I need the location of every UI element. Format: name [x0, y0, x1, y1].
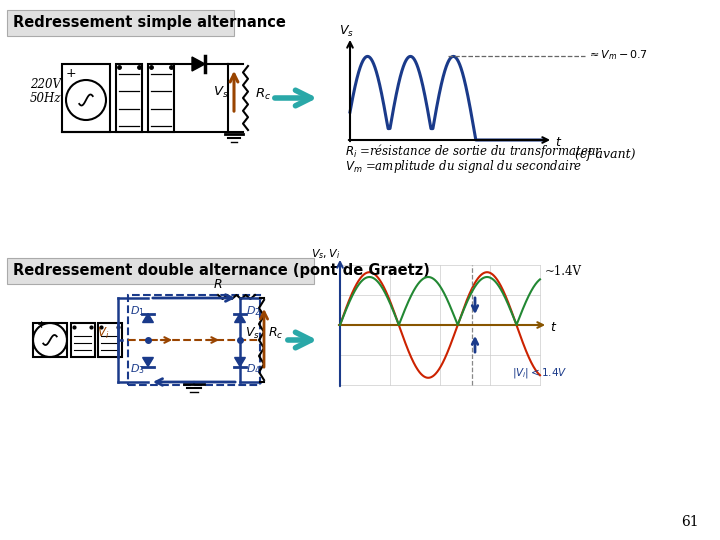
- Text: $t$: $t$: [555, 136, 562, 149]
- Text: $D_3$: $D_3$: [130, 362, 145, 376]
- Polygon shape: [235, 357, 246, 367]
- Text: +: +: [66, 67, 76, 80]
- Text: Redressement double alternance (pont de Graetz): Redressement double alternance (pont de …: [13, 264, 430, 279]
- Text: $D_4$: $D_4$: [246, 362, 261, 376]
- Text: $R_i$ =résistance de sortie du transformateur: $R_i$ =résistance de sortie du transform…: [345, 142, 603, 160]
- Bar: [62, 64, 110, 132]
- Text: $V_m$ =amplitude du signal du secondaire: $V_m$ =amplitude du signal du secondaire: [345, 158, 582, 175]
- Bar: [116, 64, 142, 132]
- Text: $D_1$: $D_1$: [130, 304, 145, 318]
- Bar: [33, 323, 67, 357]
- Text: $V_s,V_i$: $V_s,V_i$: [311, 247, 341, 261]
- Text: $V_s$: $V_s$: [245, 326, 260, 341]
- Polygon shape: [143, 357, 153, 367]
- Bar: [71, 323, 95, 357]
- Text: $V_i$: $V_i$: [97, 326, 109, 341]
- Text: 220V: 220V: [30, 78, 61, 91]
- Polygon shape: [235, 314, 246, 322]
- Text: $R$: $R$: [213, 278, 222, 291]
- Bar: [98, 323, 122, 357]
- FancyBboxPatch shape: [7, 258, 314, 284]
- Text: (cf avant): (cf avant): [575, 148, 636, 161]
- Text: $D_2$: $D_2$: [246, 304, 261, 318]
- Text: 50Hz: 50Hz: [30, 92, 61, 105]
- Polygon shape: [192, 57, 205, 71]
- Bar: [148, 64, 174, 132]
- Text: $R_c$: $R_c$: [268, 326, 284, 341]
- Text: $R_c$: $R_c$: [255, 87, 271, 102]
- Text: $\approx V_m - 0.7$: $\approx V_m - 0.7$: [587, 49, 648, 62]
- Text: Redressement simple alternance: Redressement simple alternance: [13, 16, 286, 30]
- Text: +: +: [37, 320, 46, 330]
- Text: $V_s$: $V_s$: [213, 85, 229, 100]
- FancyBboxPatch shape: [7, 10, 234, 36]
- Text: $V_s$: $V_s$: [338, 24, 354, 39]
- Text: 61: 61: [681, 515, 699, 529]
- Text: ~1.4V: ~1.4V: [545, 265, 582, 278]
- Text: $t$: $t$: [550, 321, 557, 334]
- Text: $|V_i|<1.4V$: $|V_i|<1.4V$: [512, 366, 567, 380]
- Polygon shape: [143, 314, 153, 322]
